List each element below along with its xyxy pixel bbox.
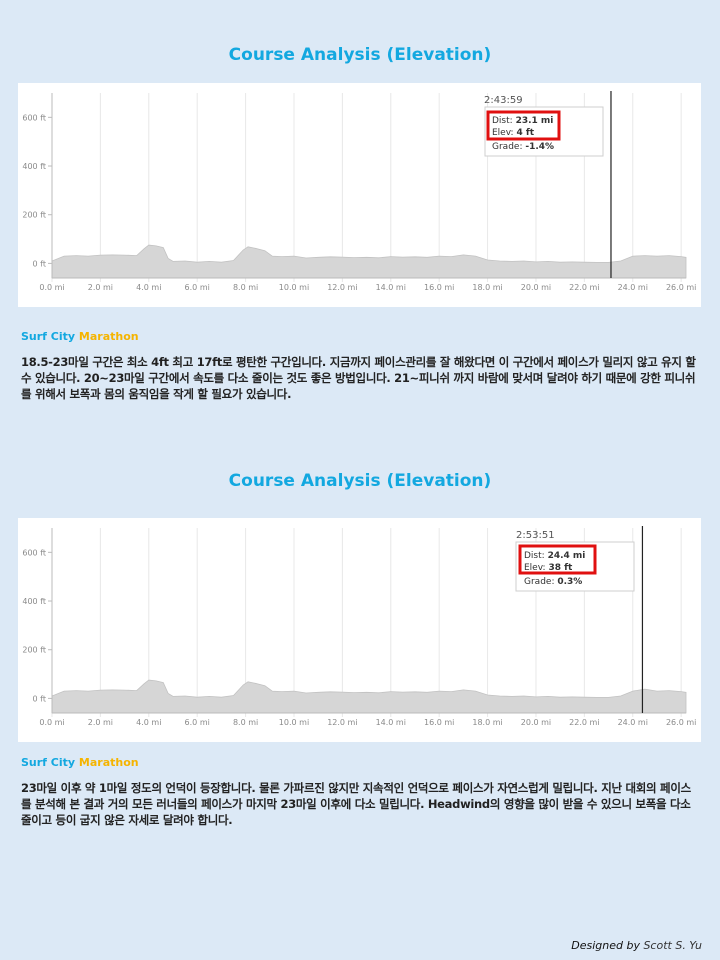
tooltip-grade: Grade: 0.3% — [524, 577, 582, 587]
tooltip-dist: Dist: 24.4 mi — [524, 551, 585, 561]
tooltip-grade: Grade: -1.4% — [492, 142, 554, 152]
x-tick-label: 8.0 mi — [233, 718, 258, 727]
section-title-2: Course Analysis (Elevation) — [228, 471, 492, 491]
tooltip-elev: Elev: 4 ft — [492, 128, 535, 138]
x-tick-label: 6.0 mi — [185, 718, 210, 727]
x-tick-label: 24.0 mi — [618, 718, 648, 727]
elevation-area — [51, 244, 687, 279]
x-tick-label: 26.0 mi — [666, 283, 696, 292]
subhead-1: Surf City Marathon — [21, 330, 139, 343]
y-tick-label: 200 ft — [22, 646, 46, 655]
section-title-1: Course Analysis (Elevation) — [228, 45, 492, 65]
x-tick-label: 16.0 mi — [424, 718, 454, 727]
x-tick-label: 2.0 mi — [88, 283, 113, 292]
y-tick-label: 400 ft — [22, 597, 46, 606]
highlight-box — [518, 544, 597, 575]
description-2: 23마일 이후 약 1마일 정도의 언덕이 등장합니다. 물론 가파르진 않지만… — [21, 781, 691, 827]
x-tick-label: 18.0 mi — [472, 283, 502, 292]
x-tick-label: 24.0 mi — [618, 283, 648, 292]
tooltip-elev: Elev: 38 ft — [524, 563, 573, 573]
x-tick-label: 4.0 mi — [136, 718, 161, 727]
designer-credit: Designed by Scott S. Yu — [571, 939, 702, 952]
elevation-chart-2: 0.0 mi 2.0 mi 4.0 mi 6.0 mi 8.0 mi 10.0 mi 12.… — [18, 518, 701, 742]
elevation-chart-1: 0.0 mi 2.0 mi 4.0 mi 6.0 mi 8.0 mi 10.0 mi 12.… — [18, 83, 701, 307]
x-tick-label: 22.0 mi — [569, 283, 599, 292]
y-tick-label: 200 ft — [22, 211, 46, 220]
subhead-2: Surf City Marathon — [21, 756, 139, 769]
highlight-box — [486, 110, 561, 141]
x-tick-label: 18.0 mi — [472, 718, 502, 727]
x-tick-label: 0.0 mi — [39, 718, 64, 727]
x-tick-label: 2.0 mi — [88, 718, 113, 727]
y-tick-label: 600 ft — [22, 113, 46, 122]
x-tick-label: 6.0 mi — [185, 283, 210, 292]
tooltip-time: 2:43:59 — [484, 95, 523, 106]
tooltip-box — [484, 106, 604, 157]
elevation-chart-svg-2: 0.0 mi 2.0 mi 4.0 mi 6.0 mi 8.0 mi 10.0 mi 12.… — [22, 526, 696, 727]
x-tick-label: 16.0 mi — [424, 283, 454, 292]
x-tick-label: 14.0 mi — [376, 718, 406, 727]
y-tick-label: 600 ft — [22, 548, 46, 557]
x-tick-label: 10.0 mi — [279, 718, 309, 727]
x-tick-label: 20.0 mi — [521, 718, 551, 727]
y-tick-label: 0 ft — [33, 694, 46, 703]
y-tick-label: 400 ft — [22, 162, 46, 171]
elevation-chart-svg-1: 0.0 mi 2.0 mi 4.0 mi 6.0 mi 8.0 mi 10.0 mi 12.… — [22, 91, 696, 292]
x-tick-label: 20.0 mi — [521, 283, 551, 292]
x-tick-label: 4.0 mi — [136, 283, 161, 292]
x-tick-label: 26.0 mi — [666, 718, 696, 727]
x-tick-label: 12.0 mi — [327, 283, 357, 292]
elevation-area — [51, 679, 687, 714]
tooltip-box — [515, 541, 635, 592]
x-tick-label: 8.0 mi — [233, 283, 258, 292]
y-tick-label: 0 ft — [33, 259, 46, 268]
x-tick-label: 14.0 mi — [376, 283, 406, 292]
description-1: 18.5-23마일 구간은 최소 4ft 최고 17ft로 평탄한 구간입니다.… — [21, 355, 696, 401]
x-tick-label: 0.0 mi — [39, 283, 64, 292]
tooltip-time: 2:53:51 — [516, 530, 555, 541]
x-tick-label: 10.0 mi — [279, 283, 309, 292]
tooltip-dist: Dist: 23.1 mi — [492, 116, 553, 126]
x-tick-label: 12.0 mi — [327, 718, 357, 727]
x-tick-label: 22.0 mi — [569, 718, 599, 727]
